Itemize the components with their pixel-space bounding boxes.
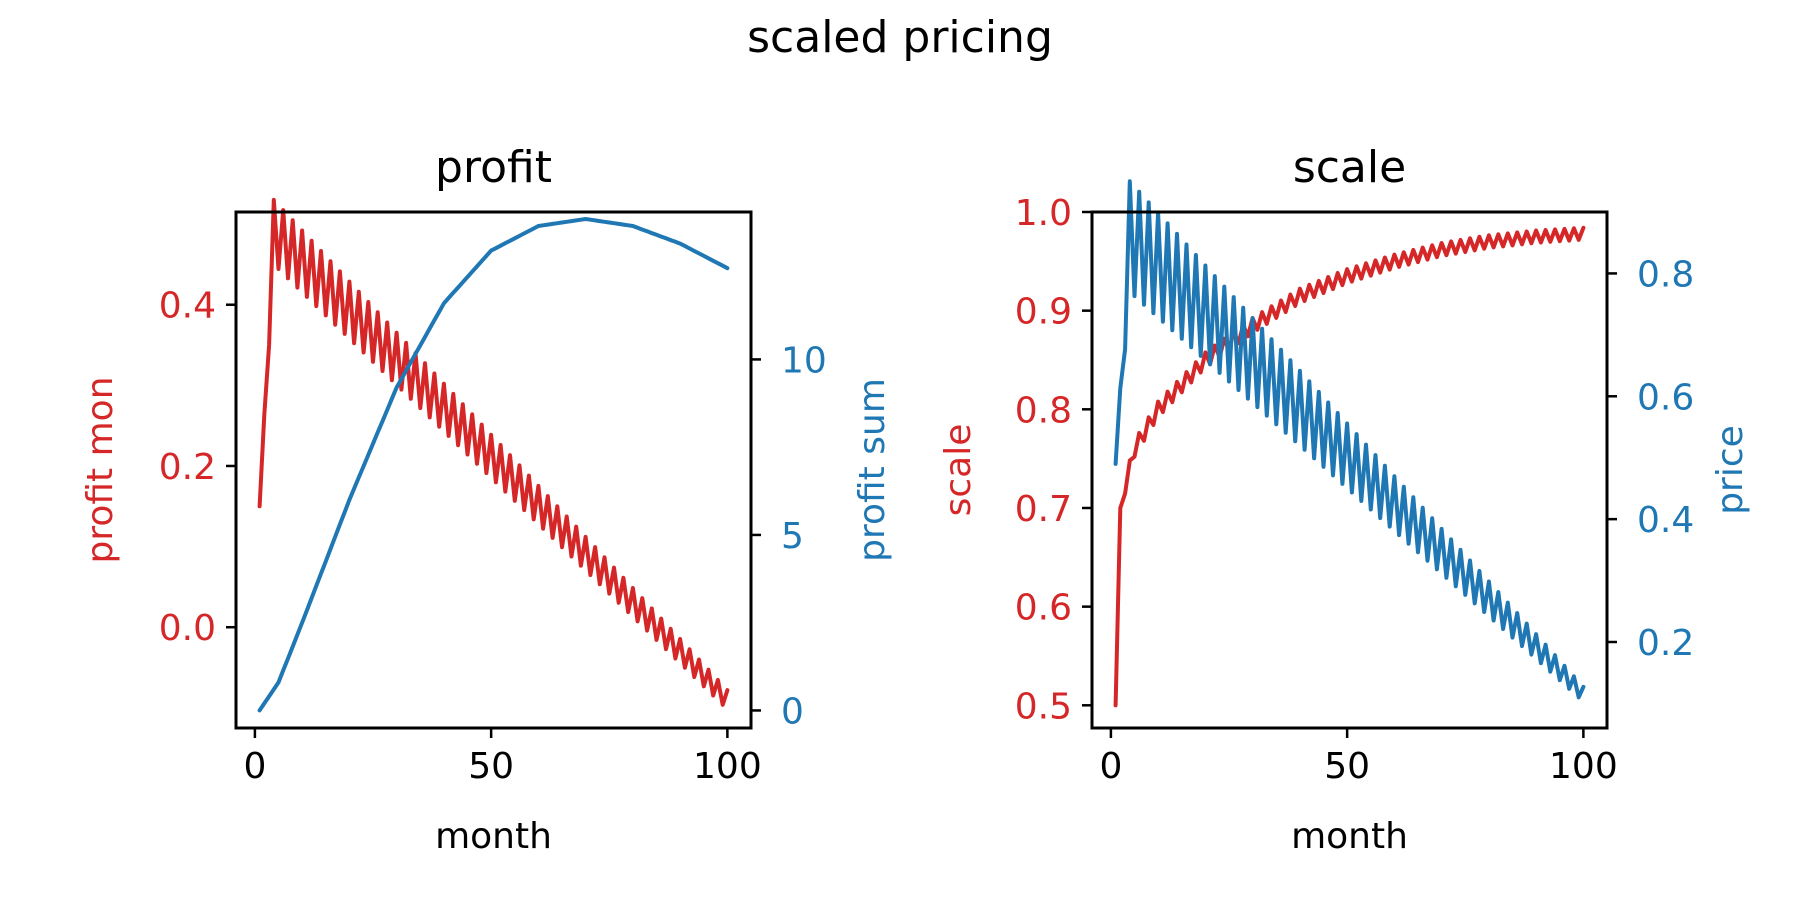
scale-xtick-label: 100 — [1549, 746, 1618, 787]
profit-right-ylabel: profit sum — [852, 378, 893, 562]
profit-profit-mon-line — [257, 197, 730, 707]
profit-xtick-label: 50 — [468, 746, 514, 787]
scale-right-ytick-label: 0.4 — [1637, 500, 1694, 541]
scale-left-ytick-label: 0.6 — [1015, 588, 1072, 629]
scale-right-ytick-label: 0.6 — [1637, 377, 1694, 418]
scale-right-ytick-label: 0.2 — [1637, 623, 1694, 664]
profit-subplot-title: profit — [435, 142, 552, 193]
profit-right-ytick-label: 10 — [781, 340, 827, 381]
profit-right-ytick-label: 0 — [781, 691, 804, 732]
scale-left-ytick-label: 0.7 — [1015, 489, 1072, 530]
scale-axes-frame — [1090, 210, 1609, 730]
scale-price-line — [1113, 179, 1586, 700]
scale-left-ylabel: scale — [938, 424, 979, 517]
profit-xtick-label: 100 — [693, 746, 762, 787]
profit-left-ytick-label: 0.4 — [159, 286, 216, 327]
scale-right-ylabel: price — [1710, 425, 1751, 515]
scale-left-ytick-label: 0.9 — [1015, 292, 1072, 333]
figure-title: scaled pricing — [747, 12, 1053, 63]
scale-xlabel: month — [1291, 816, 1408, 857]
profit-left-ytick-label: 0.0 — [159, 608, 216, 649]
profit-left-ytick-label: 0.2 — [159, 447, 216, 488]
profit-panel: profit 0 50 100 month 0.0 0.2 0.4 0 5 10 profit mon… — [80, 142, 893, 857]
scale-xtick-label: 50 — [1324, 746, 1370, 787]
scale-left-ytick-label: 1.0 — [1015, 193, 1072, 234]
profit-xtick-label: 0 — [243, 746, 266, 787]
profit-profit-sum-line — [257, 217, 730, 713]
scale-xtick-label: 0 — [1099, 746, 1122, 787]
scale-right-ytick-label: 0.8 — [1637, 254, 1694, 295]
scale-left-ytick-label: 0.5 — [1015, 686, 1072, 727]
profit-left-ylabel: profit mon — [80, 376, 121, 563]
profit-xlabel: month — [435, 816, 552, 857]
scale-scale-line — [1113, 225, 1586, 708]
scale-left-ytick-label: 0.8 — [1015, 390, 1072, 431]
profit-axes-frame — [234, 210, 753, 730]
profit-right-ytick-label: 5 — [781, 516, 804, 557]
scale-subplot-title: scale — [1293, 142, 1406, 193]
scale-panel: scale 0 50 100 month 0.5 0.6 0.7 0.8 0.9 1.0 0.2 0.4… — [938, 142, 1751, 857]
